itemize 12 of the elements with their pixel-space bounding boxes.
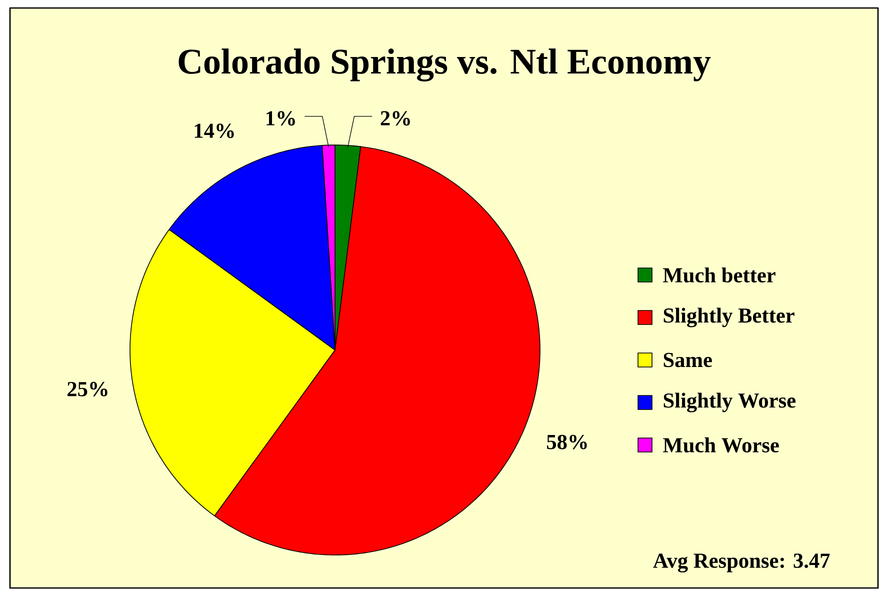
data-label: 58% xyxy=(547,434,587,450)
data-label: 14% xyxy=(194,124,234,138)
legend-label: Slightly Worse xyxy=(664,392,796,412)
legend-label: Same xyxy=(664,352,712,368)
data-label: 2% xyxy=(380,111,410,126)
text: Avg Response: 3.47 xyxy=(653,554,830,572)
chart-title: Colorado Springs vs. Ntl Economy xyxy=(178,48,711,82)
data-label: 1% xyxy=(266,111,295,126)
legend-label: Much better xyxy=(663,267,776,283)
legend-label: Much Worse xyxy=(663,437,779,453)
data-label: 25% xyxy=(68,382,108,396)
legend-label: Slightly Better xyxy=(664,308,794,328)
